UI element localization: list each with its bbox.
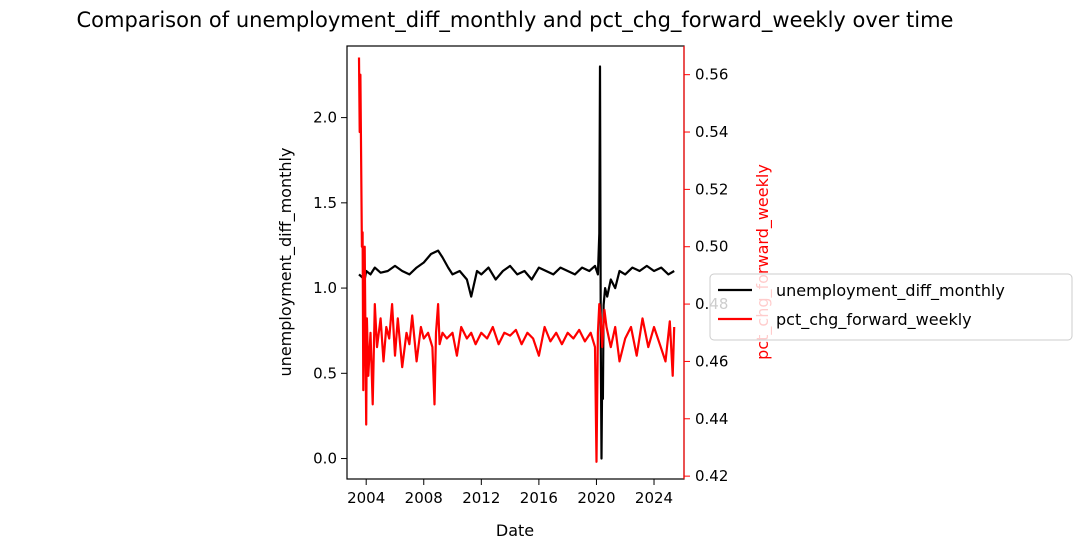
x-tick-label: 2012 (462, 489, 500, 507)
chart-title: Comparison of unemployment_diff_monthly … (76, 8, 954, 32)
legend-label-unemployment: unemployment_diff_monthly (776, 281, 1005, 301)
x-tick-label: 2004 (347, 489, 385, 507)
y-right-tick-label: 0.44 (695, 410, 728, 428)
legend-box (709, 273, 1073, 341)
y-right-tick-label: 0.50 (695, 238, 728, 256)
y-left-tick-label: 0.0 (313, 450, 337, 468)
legend: unemployment_diff_monthly pct_chg_forwar… (709, 273, 1073, 341)
y-right-tick-label: 0.42 (695, 467, 728, 485)
y-right-tick-label: 0.54 (695, 123, 728, 141)
y-left-tick-label: 0.5 (313, 364, 337, 382)
y-left-tick-label: 2.0 (313, 109, 337, 127)
series-line-unemployment (358, 65, 675, 460)
x-tick-label: 2008 (405, 489, 443, 507)
y-left-tick-label: 1.0 (313, 279, 337, 297)
plot-frame (346, 45, 685, 480)
x-tick-label: 2020 (577, 489, 615, 507)
legend-label-pct-chg: pct_chg_forward_weekly (776, 310, 972, 330)
series-line-pct-chg (357, 57, 676, 463)
y-axis-label-left: unemployment_diff_monthly (276, 148, 296, 377)
x-tick-label: 2024 (635, 489, 673, 507)
y-right-tick-label: 0.52 (695, 180, 728, 198)
x-axis-label: Date (496, 521, 534, 540)
y-right-tick-label: 0.56 (695, 66, 728, 84)
y-right-tick-label: 0.46 (695, 352, 728, 370)
y-left-tick-label: 1.5 (313, 194, 337, 212)
x-tick-label: 2016 (520, 489, 558, 507)
